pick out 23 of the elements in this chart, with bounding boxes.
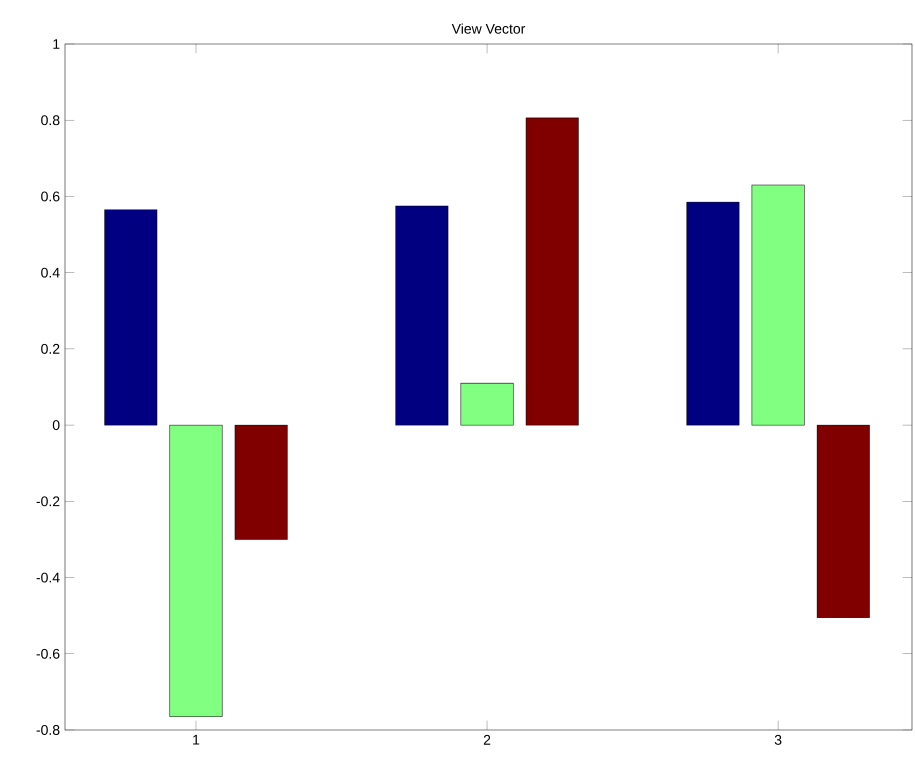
bar <box>526 118 579 426</box>
bar <box>104 210 158 426</box>
bar <box>752 184 805 426</box>
bar <box>234 424 288 540</box>
y-tick-label: 0.2 <box>41 344 60 354</box>
y-tick-label: 0.6 <box>41 191 60 202</box>
y-tick-label: 1 <box>53 39 60 49</box>
x-tick-label: 1 <box>193 734 200 745</box>
bar <box>460 382 514 426</box>
bar <box>816 424 870 618</box>
x-tick-label: 3 <box>774 734 782 745</box>
y-tick-label: 0.8 <box>41 115 60 126</box>
bar <box>395 206 448 426</box>
y-tick-label: -0.6 <box>36 648 60 659</box>
x-tick-label: 2 <box>484 734 490 745</box>
y-tick-label: -0.2 <box>36 496 60 506</box>
bar <box>686 202 740 426</box>
chart-title: View Vector <box>452 23 526 34</box>
y-tick-label: -0.4 <box>36 572 60 583</box>
y-tick-label: -0.8 <box>36 725 60 735</box>
y-tick-label: 0.4 <box>41 268 60 278</box>
bar <box>170 424 222 717</box>
y-tick-label: 0 <box>52 420 60 430</box>
